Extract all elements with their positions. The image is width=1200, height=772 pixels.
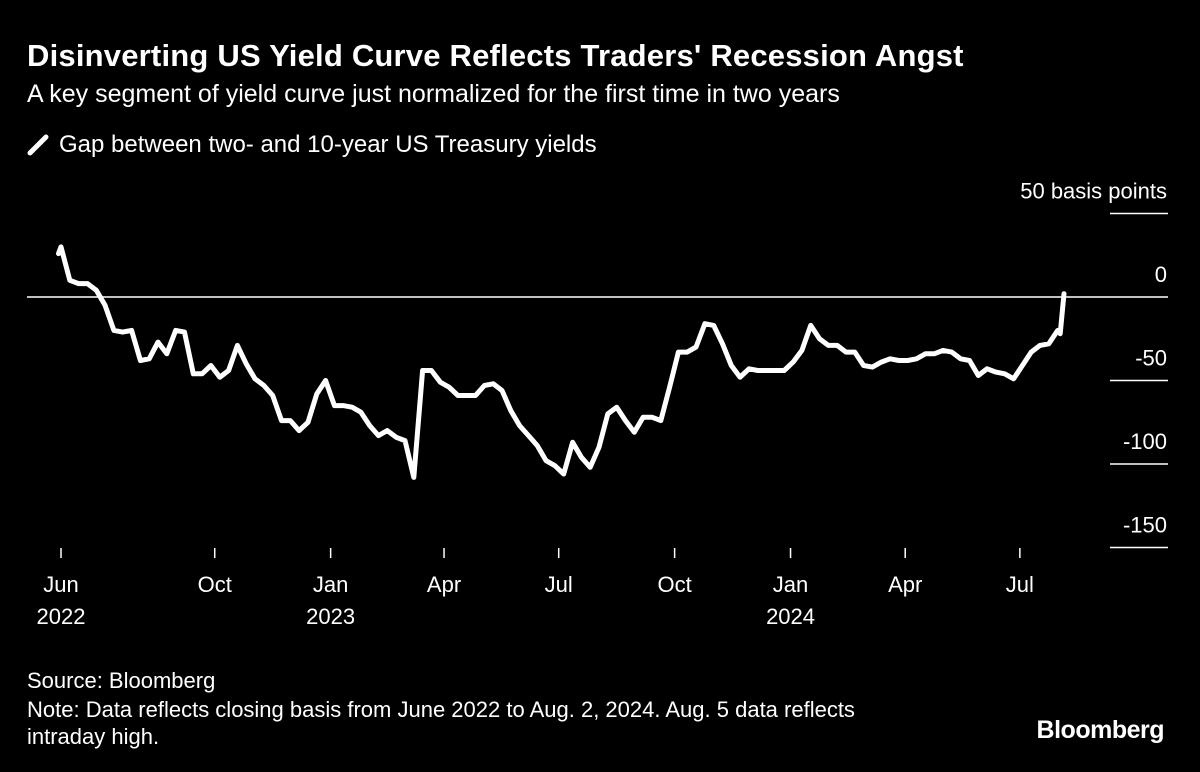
x-tick-label: Jan	[313, 572, 348, 597]
y-tick-label: 0	[1155, 262, 1167, 287]
x-tick-label: Apr	[427, 572, 461, 597]
bloomberg-logo: Bloomberg	[1036, 716, 1165, 744]
legend: Gap between two- and 10-year US Treasury…	[27, 131, 597, 159]
x-tick-year: 2022	[37, 604, 86, 629]
y-tick-label: -50	[1135, 346, 1167, 371]
x-tick-label: Jul	[545, 572, 573, 597]
chart-title: Disinverting US Yield Curve Reflects Tra…	[27, 38, 964, 73]
x-tick-label: Apr	[888, 572, 922, 597]
x-tick-year: 2023	[306, 604, 355, 629]
series-line	[56, 244, 1067, 480]
x-tick-label: Jun	[43, 572, 78, 597]
slash-line-icon	[27, 134, 49, 156]
x-tick-label: Oct	[198, 572, 232, 597]
x-tick-label: Jul	[1006, 572, 1034, 597]
chart-subtitle: A key segment of yield curve just normal…	[27, 80, 840, 108]
x-tick-label: Jan	[773, 572, 808, 597]
y-tick-label: 50 basis points	[1020, 179, 1167, 204]
y-tick-label: -100	[1123, 429, 1167, 454]
y-tick-label: -150	[1123, 513, 1167, 538]
x-tick-label: Oct	[658, 572, 692, 597]
source-note: Source: Bloomberg	[27, 668, 216, 693]
footnote: Note: Data reflects closing basis from J…	[27, 697, 855, 749]
legend-label: Gap between two- and 10-year US Treasury…	[59, 131, 597, 158]
x-tick-year: 2024	[766, 604, 815, 629]
